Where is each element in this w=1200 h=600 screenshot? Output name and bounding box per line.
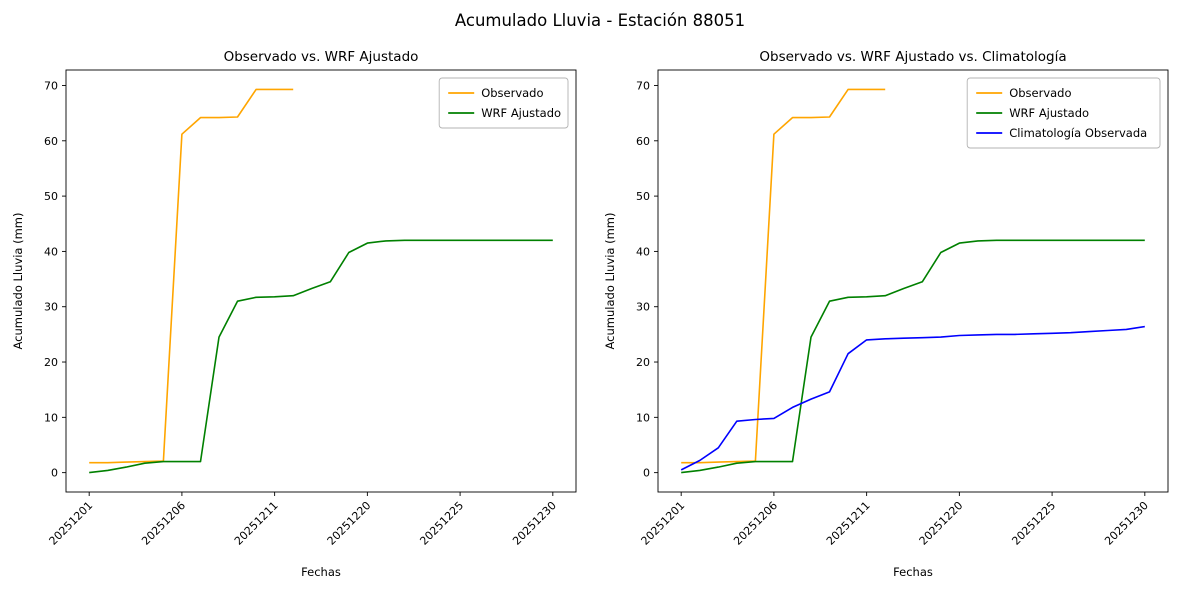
x-tick-label: 20251225 — [417, 499, 466, 548]
x-tick-label: 20251201 — [639, 499, 688, 548]
legend-box — [966, 77, 1161, 149]
x-axis-label: Fechas — [301, 565, 341, 579]
y-tick-label: 60 — [44, 135, 58, 148]
subplot-title: Observado vs. WRF Ajustado — [224, 49, 419, 65]
axes-frame — [657, 69, 1169, 493]
y-tick-label: 70 — [636, 79, 650, 92]
y-tick-label: 10 — [636, 411, 650, 424]
chart-observado-vs-wrf-vs-climatologia: 0 10 20 30 40 50 60 70 20251201 20251206 20251211 2… — [603, 49, 1169, 579]
legend-label: Observado — [1009, 86, 1071, 100]
legend-label: WRF Ajustado — [481, 106, 561, 120]
y-tick-label: 0 — [51, 467, 58, 480]
y-tick-label: 20 — [636, 356, 650, 369]
figure-title: Acumulado Lluvia - Estación 88051 — [454, 11, 746, 30]
y-tick-label: 30 — [636, 301, 650, 314]
x-tick-label: 20251230 — [1102, 499, 1151, 548]
wrf-ajustado-line — [89, 239, 553, 474]
x-tick-label: 20251206 — [139, 499, 188, 548]
y-axis-label: Acumulado Lluvia (mm) — [11, 213, 25, 350]
y-tick-label: 50 — [636, 190, 650, 203]
y-tick-label: 60 — [636, 135, 650, 148]
x-tick-label: 20251220 — [325, 499, 374, 548]
x-tick-label: 20251206 — [731, 499, 780, 548]
x-tick-label: 20251201 — [47, 499, 96, 548]
legend-label: Observado — [481, 86, 543, 100]
y-tick-label: 50 — [44, 190, 58, 203]
climatolog-a-observada-line — [680, 325, 1145, 471]
x-tick-label: 20251211 — [824, 499, 873, 548]
legend-label: Climatología Observada — [1009, 126, 1147, 140]
y-tick-label: 40 — [636, 245, 650, 258]
legend-label: WRF Ajustado — [1009, 106, 1089, 120]
y-axis-label: Acumulado Lluvia (mm) — [603, 213, 617, 350]
subplot-title: Observado vs. WRF Ajustado vs. Climatolo… — [759, 49, 1066, 65]
x-axis-label: Fechas — [893, 565, 933, 579]
x-tick-label: 20251230 — [510, 499, 559, 548]
observado-line — [681, 88, 886, 464]
x-tick-label: 20251211 — [232, 499, 281, 548]
y-tick-label: 30 — [44, 301, 58, 314]
y-tick-label: 10 — [44, 411, 58, 424]
y-tick-label: 20 — [44, 356, 58, 369]
wrf-ajustado-line — [681, 239, 1145, 474]
axes-frame — [65, 69, 577, 493]
observado-line — [89, 88, 294, 464]
x-tick-label: 20251225 — [1009, 499, 1058, 548]
y-tick-label: 70 — [44, 79, 58, 92]
y-tick-label: 0 — [643, 467, 650, 480]
legend-box — [438, 77, 569, 129]
chart-observado-vs-wrf: 0 10 20 30 40 50 60 70 20251201 20251206 20251211 2… — [11, 49, 577, 579]
x-tick-label: 20251220 — [917, 499, 966, 548]
y-tick-label: 40 — [44, 245, 58, 258]
